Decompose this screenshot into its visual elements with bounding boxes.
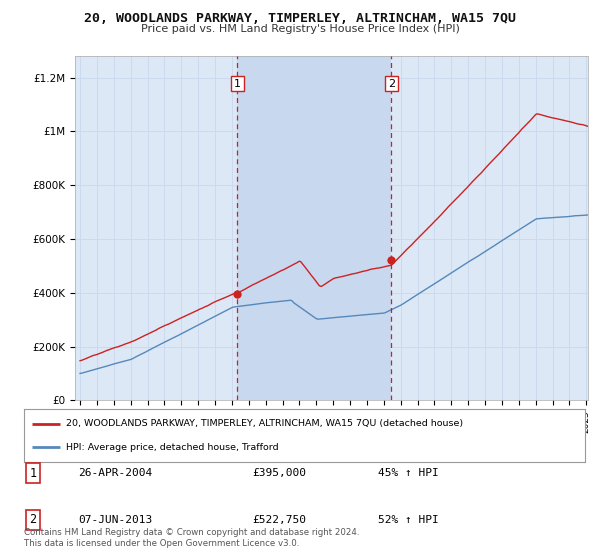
- Text: HPI: Average price, detached house, Trafford: HPI: Average price, detached house, Traf…: [66, 442, 278, 451]
- Text: Price paid vs. HM Land Registry's House Price Index (HPI): Price paid vs. HM Land Registry's House …: [140, 24, 460, 34]
- Text: £522,750: £522,750: [252, 515, 306, 525]
- Text: 2: 2: [29, 513, 37, 526]
- Text: 26-APR-2004: 26-APR-2004: [78, 468, 152, 478]
- Text: Contains HM Land Registry data © Crown copyright and database right 2024.
This d: Contains HM Land Registry data © Crown c…: [24, 528, 359, 548]
- Text: 20, WOODLANDS PARKWAY, TIMPERLEY, ALTRINCHAM, WA15 7QU (detached house): 20, WOODLANDS PARKWAY, TIMPERLEY, ALTRIN…: [66, 419, 463, 428]
- Text: 1: 1: [29, 466, 37, 480]
- Bar: [238, 56, 391, 400]
- Text: 20, WOODLANDS PARKWAY, TIMPERLEY, ALTRINCHAM, WA15 7QU: 20, WOODLANDS PARKWAY, TIMPERLEY, ALTRIN…: [84, 12, 516, 25]
- Text: 2: 2: [388, 78, 395, 88]
- Text: 45% ↑ HPI: 45% ↑ HPI: [378, 468, 439, 478]
- Text: 07-JUN-2013: 07-JUN-2013: [78, 515, 152, 525]
- Text: 1: 1: [234, 78, 241, 88]
- Text: £395,000: £395,000: [252, 468, 306, 478]
- Text: 52% ↑ HPI: 52% ↑ HPI: [378, 515, 439, 525]
